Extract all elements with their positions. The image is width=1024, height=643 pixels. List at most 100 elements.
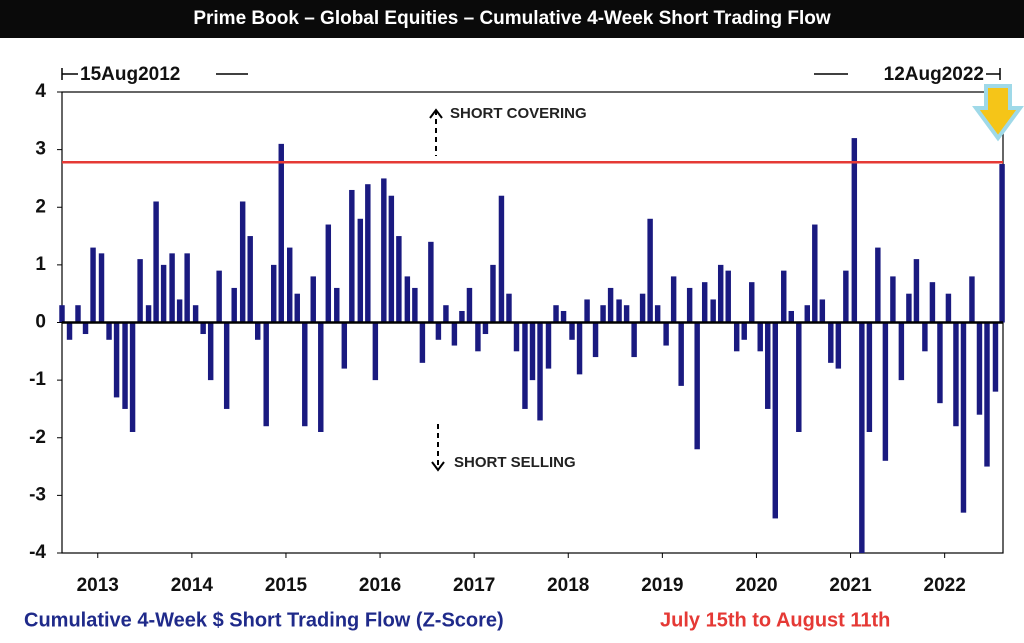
bar (263, 322, 269, 427)
bar (419, 322, 426, 363)
bar (255, 322, 261, 340)
y-tick-label: -2 (29, 427, 46, 448)
bar (600, 305, 606, 323)
bar (866, 322, 873, 432)
bar (553, 305, 559, 323)
bar (945, 293, 952, 323)
bar (271, 264, 277, 323)
y-tick-label: 4 (35, 81, 46, 102)
bar (781, 270, 787, 323)
x-tick-label: 2022 (924, 575, 966, 596)
bar (631, 322, 637, 358)
bar (576, 322, 583, 375)
bar (365, 184, 371, 323)
bar (357, 218, 364, 323)
bar (796, 322, 802, 432)
bar (451, 322, 458, 346)
bar (765, 322, 771, 409)
bar (82, 322, 89, 335)
bar (898, 322, 905, 381)
bar (388, 195, 395, 323)
bar (184, 253, 190, 323)
bar (106, 322, 112, 340)
y-tick-label: -1 (29, 369, 46, 390)
bar (670, 276, 677, 323)
bar (976, 322, 983, 415)
bar (466, 287, 473, 323)
y-tick-label: 2 (35, 196, 46, 217)
x-tick-label: 2014 (171, 575, 214, 596)
end-date: 12Aug2022 (884, 64, 984, 85)
bar (169, 253, 175, 323)
bar (372, 322, 379, 381)
bar (192, 305, 199, 323)
bar (560, 310, 567, 323)
bar (231, 287, 237, 323)
bar (334, 287, 340, 323)
bar (772, 322, 778, 519)
bar (349, 189, 355, 323)
bar (522, 322, 528, 409)
bar (616, 299, 622, 323)
bar (937, 322, 943, 404)
bar (302, 322, 308, 427)
y-tick-label: -3 (29, 484, 46, 505)
y-tick-label: 0 (35, 312, 46, 333)
bar (475, 322, 481, 352)
bar (913, 259, 920, 323)
bar (835, 322, 842, 369)
short-selling-label: SHORT SELLING (454, 454, 576, 471)
bar (890, 276, 896, 323)
bar (287, 247, 293, 323)
bar (757, 322, 763, 352)
bar (929, 282, 936, 323)
bar (733, 322, 740, 352)
bar (490, 264, 496, 323)
bar (639, 293, 646, 323)
bar (537, 322, 543, 421)
bar (710, 299, 716, 323)
bar (310, 276, 316, 323)
start-date: 15Aug2012 (80, 64, 180, 85)
bar (851, 138, 858, 323)
bar (200, 322, 206, 335)
bar (906, 293, 912, 323)
bar (207, 322, 214, 381)
end-bracket (814, 68, 1001, 80)
bar (412, 287, 418, 323)
up-arrow (429, 108, 443, 156)
y-tick-label: -4 (29, 542, 46, 563)
bar (318, 322, 324, 432)
bar (160, 264, 167, 323)
bar (529, 322, 536, 381)
bar (498, 195, 505, 323)
bar (129, 322, 136, 432)
bar (694, 322, 700, 450)
bar (960, 322, 967, 513)
bar (804, 305, 810, 323)
bar (984, 322, 990, 467)
bar (223, 322, 230, 409)
bar (482, 322, 489, 335)
bar (859, 322, 865, 553)
bar (749, 282, 755, 323)
bar (176, 299, 183, 323)
bar (654, 305, 661, 323)
short-covering-label: SHORT COVERING (450, 105, 587, 122)
x-tick-label: 2016 (359, 575, 401, 596)
bar (569, 322, 575, 340)
bar (969, 276, 975, 323)
bar (428, 241, 434, 323)
x-tick-label: 2019 (641, 575, 683, 596)
down-arrow (431, 424, 445, 472)
bar (545, 322, 552, 369)
bar (701, 282, 708, 323)
bar (75, 305, 81, 323)
bar (247, 236, 253, 323)
bar (875, 247, 881, 323)
bar (90, 247, 96, 323)
x-tick-label: 2013 (77, 575, 119, 596)
bar (843, 270, 849, 323)
x-tick-label: 2015 (265, 575, 308, 596)
bar (584, 299, 590, 323)
